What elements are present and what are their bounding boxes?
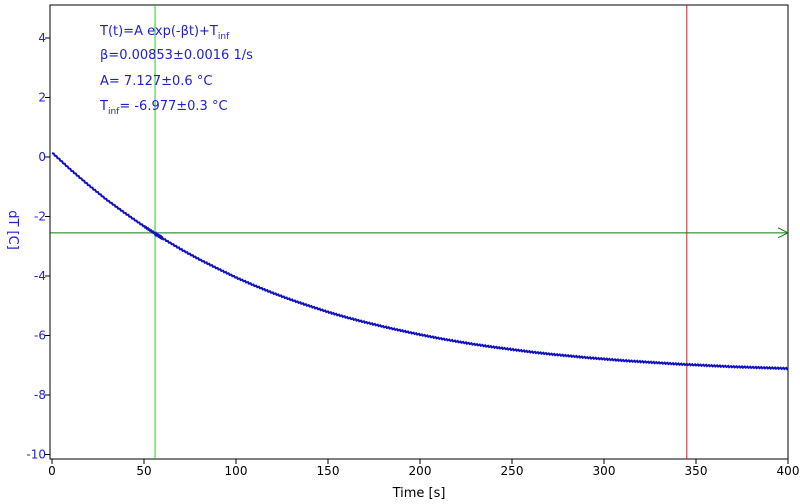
- x-tick-label: 350: [685, 464, 708, 478]
- x-tick-label: 400: [777, 464, 800, 478]
- annotation-formula-sub: inf: [218, 32, 230, 42]
- annotation-tinf-value: = -6.977±0.3 °C: [119, 99, 227, 114]
- y-tick-label: -8: [34, 388, 46, 402]
- y-tick-label: 2: [38, 91, 46, 105]
- y-tick-label: 4: [38, 31, 46, 45]
- y-tick-label: -4: [34, 269, 46, 283]
- x-tick-label: 150: [317, 464, 340, 478]
- plot-area: [49, 4, 789, 460]
- x-tick-label: 50: [136, 464, 151, 478]
- annotation-line-3: A= 7.127±0.6 °C: [100, 74, 212, 89]
- x-axis-title: Time [s]: [392, 486, 446, 501]
- x-axis: 0 50 100 150 200 250 300 350 400: [48, 459, 799, 478]
- y-axis: -10 -8 -6 -4 -2 0 2 4: [26, 31, 50, 462]
- x-tick-label: 0: [48, 464, 56, 478]
- horizontal-cursor-arrow: [777, 227, 790, 239]
- y-tick-label: -2: [34, 210, 46, 224]
- x-tick-label: 250: [501, 464, 524, 478]
- annotation-formula: T(t)=A exp(-βt)+T: [99, 24, 218, 39]
- x-tick-label: 300: [593, 464, 616, 478]
- series: [51, 152, 789, 371]
- annotation-line-1: T(t)=A exp(-βt)+Tinf: [99, 24, 230, 42]
- y-tick-label: -10: [26, 448, 46, 462]
- y-tick-label: -6: [34, 329, 46, 343]
- fit-annotation: T(t)=A exp(-βt)+Tinf β=0.00853±0.0016 1/…: [99, 24, 253, 117]
- annotation-line-2: β=0.00853±0.0016 1/s: [100, 48, 253, 63]
- x-tick-label: 200: [409, 464, 432, 478]
- y-tick-label: 0: [38, 150, 46, 164]
- x-tick-label: 100: [225, 464, 248, 478]
- annotation-tinf-sub: inf: [108, 107, 120, 117]
- annotation-line-4: Tinf= -6.977±0.3 °C: [99, 99, 228, 117]
- series-line: [51, 152, 789, 371]
- y-axis-title: dT [C]: [5, 210, 20, 250]
- annotation-tinf: T: [99, 99, 108, 114]
